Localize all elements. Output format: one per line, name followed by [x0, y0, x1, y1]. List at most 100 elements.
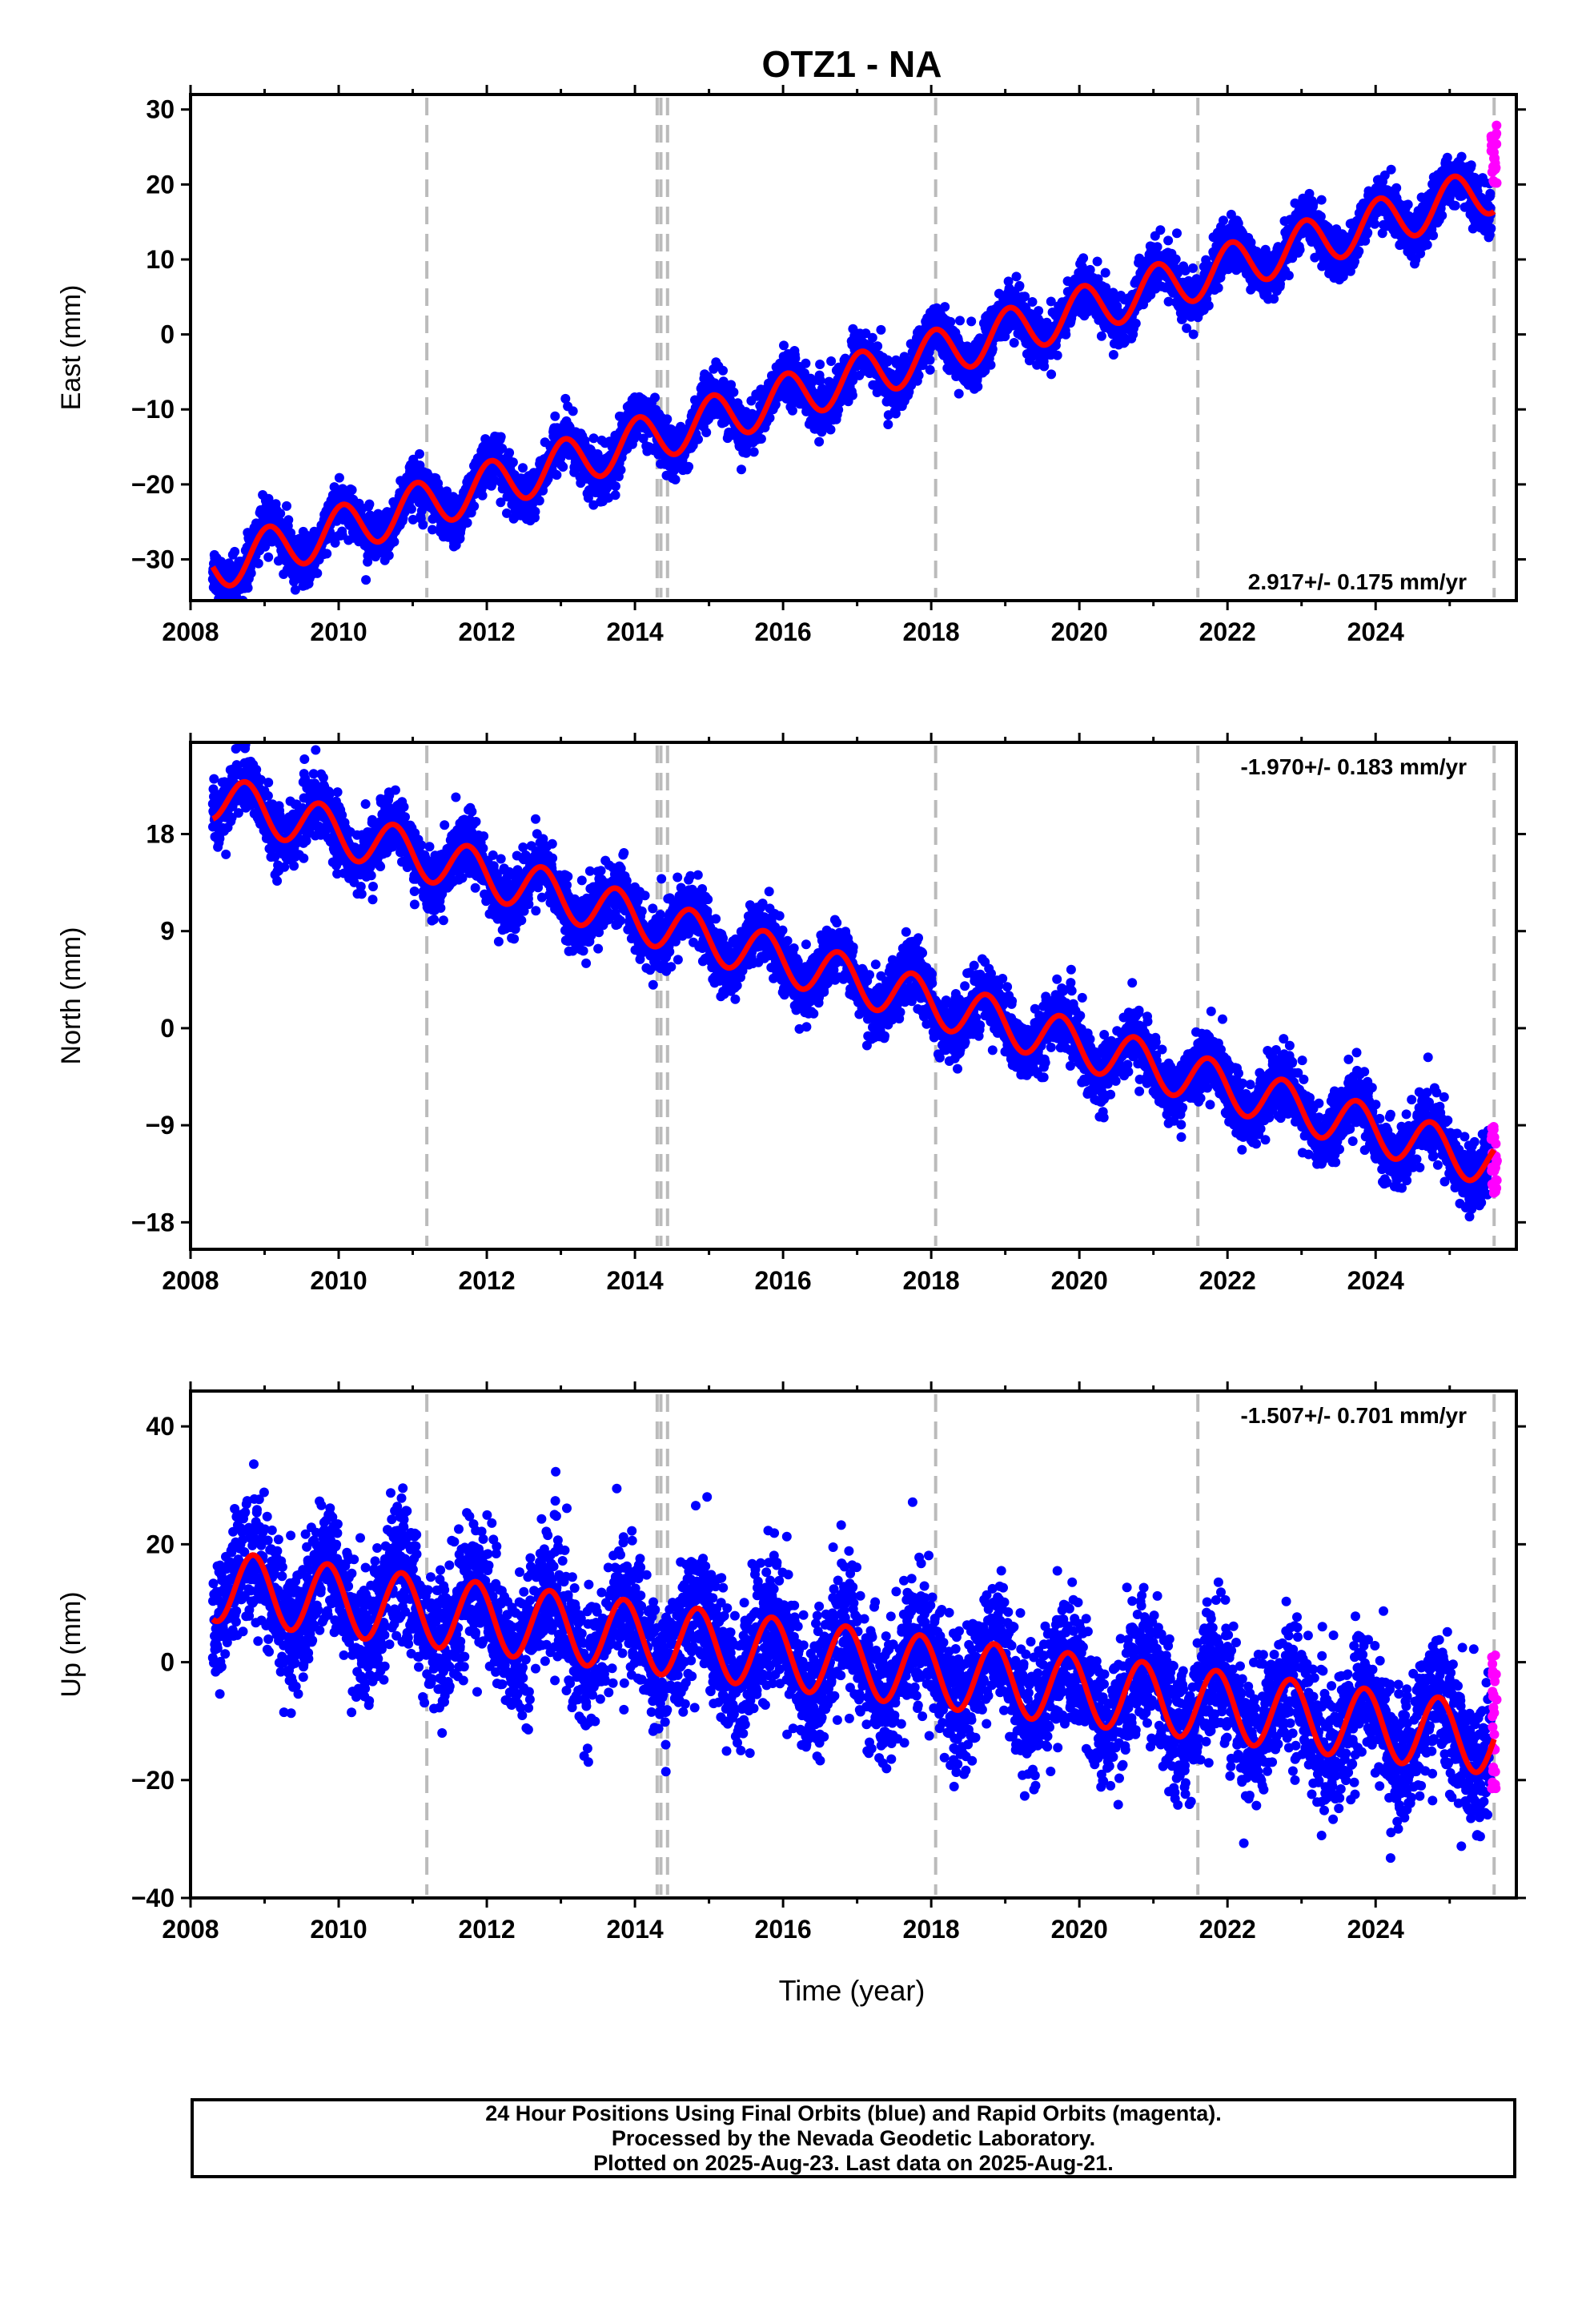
final-point	[322, 549, 332, 559]
final-point	[662, 414, 673, 424]
final-point	[790, 353, 801, 364]
final-point	[1046, 369, 1057, 380]
final-point	[1100, 267, 1110, 278]
final-point	[312, 568, 323, 578]
final-point	[701, 428, 712, 437]
final-point	[1027, 297, 1038, 307]
final-point	[496, 432, 506, 442]
final-point	[1163, 235, 1174, 246]
final-point	[610, 481, 620, 492]
final-point	[243, 583, 253, 593]
final-point	[530, 506, 540, 517]
final-point	[347, 485, 357, 495]
final-point	[477, 490, 488, 501]
final-point	[684, 461, 694, 472]
final-point	[361, 575, 371, 585]
final-point	[282, 501, 291, 511]
final-point	[275, 509, 286, 519]
final-point	[406, 504, 416, 514]
final-point	[223, 608, 233, 617]
final-point	[560, 393, 571, 404]
final-point	[442, 486, 452, 497]
final-point	[815, 376, 825, 386]
final-point	[364, 499, 375, 509]
final-point	[1188, 263, 1198, 273]
final-point	[518, 463, 528, 473]
final-point	[334, 472, 344, 483]
final-point	[925, 364, 935, 375]
final-point	[508, 457, 518, 468]
final-point	[568, 406, 578, 416]
final-point	[718, 365, 728, 376]
final-point	[1108, 350, 1118, 360]
final-point	[670, 474, 681, 485]
final-point	[1061, 329, 1071, 340]
final-point	[1172, 228, 1182, 239]
final-point	[1096, 331, 1106, 341]
final-point	[1092, 256, 1102, 267]
final-point	[815, 360, 825, 369]
final-point	[383, 550, 394, 561]
final-point	[867, 332, 877, 343]
final-point	[1203, 300, 1214, 311]
final-point	[428, 525, 437, 535]
final-point	[966, 316, 977, 327]
final-point	[550, 411, 560, 421]
final-point	[246, 568, 256, 578]
final-point	[497, 444, 508, 453]
final-point	[588, 433, 599, 444]
final-point	[415, 448, 424, 459]
final-point	[954, 388, 964, 399]
final-point	[1188, 329, 1199, 340]
final-point	[1130, 318, 1141, 328]
final-point	[737, 464, 746, 475]
final-point	[504, 448, 515, 458]
final-point	[1155, 225, 1166, 235]
final-point	[213, 602, 223, 612]
final-point	[925, 355, 935, 365]
final-point	[749, 447, 759, 457]
final-point	[1078, 253, 1089, 263]
final-point	[1034, 306, 1044, 316]
final-point	[1009, 338, 1019, 348]
final-point	[1014, 280, 1025, 291]
final-point	[940, 302, 950, 312]
final-point	[558, 462, 568, 472]
final-point	[1316, 195, 1327, 205]
final-point	[913, 370, 924, 380]
final-point	[283, 515, 294, 525]
final-point	[873, 341, 883, 352]
final-point	[253, 558, 263, 569]
final-point	[389, 537, 400, 547]
final-point	[327, 530, 336, 541]
final-point	[883, 420, 893, 429]
final-point	[756, 434, 766, 444]
final-point	[693, 434, 703, 444]
east-panel: 2008 2010 2012 2014 2016 2018 2020 2022 2024−30−…	[56, 85, 1526, 646]
final-point	[729, 387, 739, 397]
final-point	[955, 316, 965, 326]
chart-title: OTZ1 - NA	[762, 43, 942, 85]
final-point	[418, 520, 428, 530]
final-point	[469, 501, 480, 512]
final-point	[847, 390, 857, 400]
final-point	[496, 497, 506, 508]
final-point	[263, 493, 274, 504]
final-point	[616, 464, 626, 475]
final-point	[876, 324, 886, 335]
final-point	[462, 517, 472, 528]
final-point	[1219, 215, 1228, 226]
final-point	[263, 552, 274, 562]
final-point	[650, 392, 660, 403]
final-point	[825, 424, 836, 435]
final-point	[552, 470, 562, 480]
final-point	[1052, 350, 1062, 360]
final-point	[973, 381, 983, 392]
final-point	[826, 356, 837, 366]
final-point	[1283, 271, 1294, 280]
final-point	[1152, 242, 1162, 252]
final-point	[610, 490, 620, 501]
final-point	[882, 355, 893, 365]
final-point	[1213, 283, 1223, 293]
final-point	[801, 358, 811, 368]
